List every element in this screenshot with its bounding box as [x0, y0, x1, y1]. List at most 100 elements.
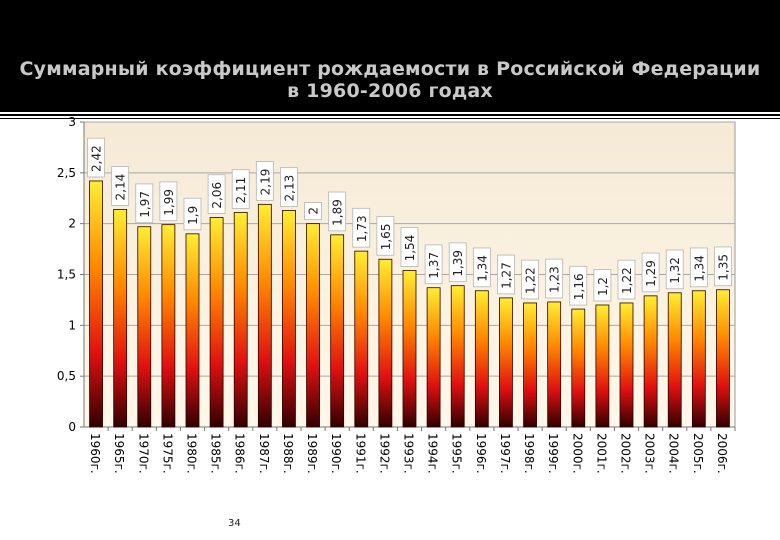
data-label-box	[352, 207, 371, 248]
data-label-box	[255, 161, 274, 201]
x-tick-label: 2001г.	[594, 433, 608, 474]
data-label-box	[569, 265, 588, 306]
data-label-box	[280, 167, 298, 207]
data-label: 1,2	[596, 277, 610, 296]
slide-title-line-2: в 1960-2006 годах	[287, 80, 493, 102]
x-tick-label: 1994г.	[426, 433, 440, 474]
bar	[113, 209, 128, 428]
y-tick-label: 1,5	[57, 268, 76, 282]
bar	[209, 217, 224, 428]
data-label: 1,23	[548, 266, 562, 293]
data-label: 2,11	[234, 177, 248, 204]
bar	[354, 250, 369, 428]
x-tick-label: 1960г.	[88, 433, 102, 474]
bar	[547, 301, 562, 428]
x-tick-label: 1999г.	[546, 433, 560, 474]
data-label: 1,34	[692, 255, 706, 282]
bar	[523, 302, 537, 428]
y-tick-label: 0	[68, 420, 76, 434]
x-tick-label: 1996г.	[474, 433, 488, 474]
data-label: 1,73	[355, 215, 369, 242]
bar	[330, 234, 345, 428]
y-tick-label: 0,5	[57, 369, 76, 383]
x-tick-label: 2000г.	[570, 433, 584, 474]
x-tick-label: 1970г.	[136, 433, 150, 474]
data-label: 2	[307, 207, 321, 215]
bar	[619, 302, 634, 428]
bar	[233, 212, 248, 428]
x-tick-label: 1988г.	[281, 433, 295, 474]
x-tick-label: 1990г.	[329, 433, 343, 474]
data-label-box	[400, 227, 419, 267]
data-label: 1,22	[620, 267, 634, 294]
data-label-box	[231, 169, 250, 209]
bar	[161, 224, 176, 428]
bar	[691, 290, 706, 428]
x-tick-label: 1986г.	[233, 433, 247, 474]
title-bar	[0, 0, 780, 112]
data-label: 1,35	[716, 254, 730, 281]
data-label-box	[593, 268, 612, 302]
data-label-box	[521, 259, 539, 300]
x-tick-label: 1987г.	[257, 433, 271, 474]
data-label: 2,13	[282, 175, 296, 202]
x-tick-label: 1995г.	[450, 433, 464, 474]
x-tick-label: 1975г.	[160, 433, 174, 474]
bar	[89, 180, 103, 428]
data-label-box	[87, 137, 105, 178]
data-label-box	[135, 183, 154, 224]
bar	[306, 223, 320, 428]
bar	[667, 292, 682, 428]
data-label: 1,65	[379, 224, 393, 251]
x-tick-label: 1965г.	[112, 433, 126, 474]
bar	[282, 210, 296, 428]
data-label: 1,54	[403, 235, 417, 262]
data-label-box	[665, 249, 684, 290]
bar	[137, 226, 152, 428]
data-label-box	[424, 244, 443, 285]
data-label: 1,27	[499, 262, 513, 289]
data-label-box	[304, 202, 322, 221]
data-label: 2,14	[114, 174, 128, 201]
bar	[595, 304, 610, 428]
data-label: 1,39	[451, 250, 465, 277]
y-tick-label: 1	[68, 318, 76, 332]
x-tick-label: 1992г.	[377, 433, 391, 474]
fertility-bar-chart: 0 0,5 1 1,5 2 2,5 3 2,42 1960г. 2,14 1965г. 1,97 197…	[57, 115, 736, 474]
slide-title-line-1: Суммарный коэффициент рождаемости в Росс…	[19, 58, 761, 80]
data-label: 1,9	[186, 206, 200, 225]
x-tick-label: 1980г.	[185, 433, 199, 474]
x-tick-label: 1993г.	[402, 433, 416, 474]
data-label-box	[448, 242, 467, 283]
data-label-box	[689, 247, 708, 288]
x-tick-label: 2003г.	[643, 433, 657, 474]
data-label-box	[714, 246, 732, 287]
bar	[257, 203, 272, 428]
bar	[571, 308, 586, 428]
bar	[474, 290, 489, 428]
bar	[450, 285, 465, 428]
data-label: 1,22	[524, 267, 538, 294]
data-label: 1,34	[475, 255, 489, 282]
data-label: 1,99	[162, 189, 176, 216]
y-tick-label: 3	[68, 115, 76, 129]
data-label-box	[376, 216, 395, 256]
bar	[499, 297, 513, 428]
x-tick-label: 1998г.	[522, 433, 536, 474]
data-label-box	[207, 174, 226, 214]
y-tick-label: 2,5	[57, 166, 76, 180]
bar	[643, 295, 658, 428]
data-label: 2,42	[90, 145, 104, 172]
bar	[716, 289, 730, 428]
x-tick-label: 1991г.	[353, 433, 367, 474]
page-number: 34	[228, 518, 241, 529]
data-label: 1,29	[644, 260, 658, 287]
data-label-box	[111, 166, 130, 206]
data-label-box	[183, 197, 202, 231]
title-divider	[0, 114, 780, 116]
x-tick-label: 2005г.	[691, 433, 705, 474]
data-label: 1,97	[138, 191, 152, 218]
bar	[426, 287, 441, 428]
data-label-box	[472, 247, 491, 288]
x-tick-label: 2004г.	[667, 433, 681, 474]
